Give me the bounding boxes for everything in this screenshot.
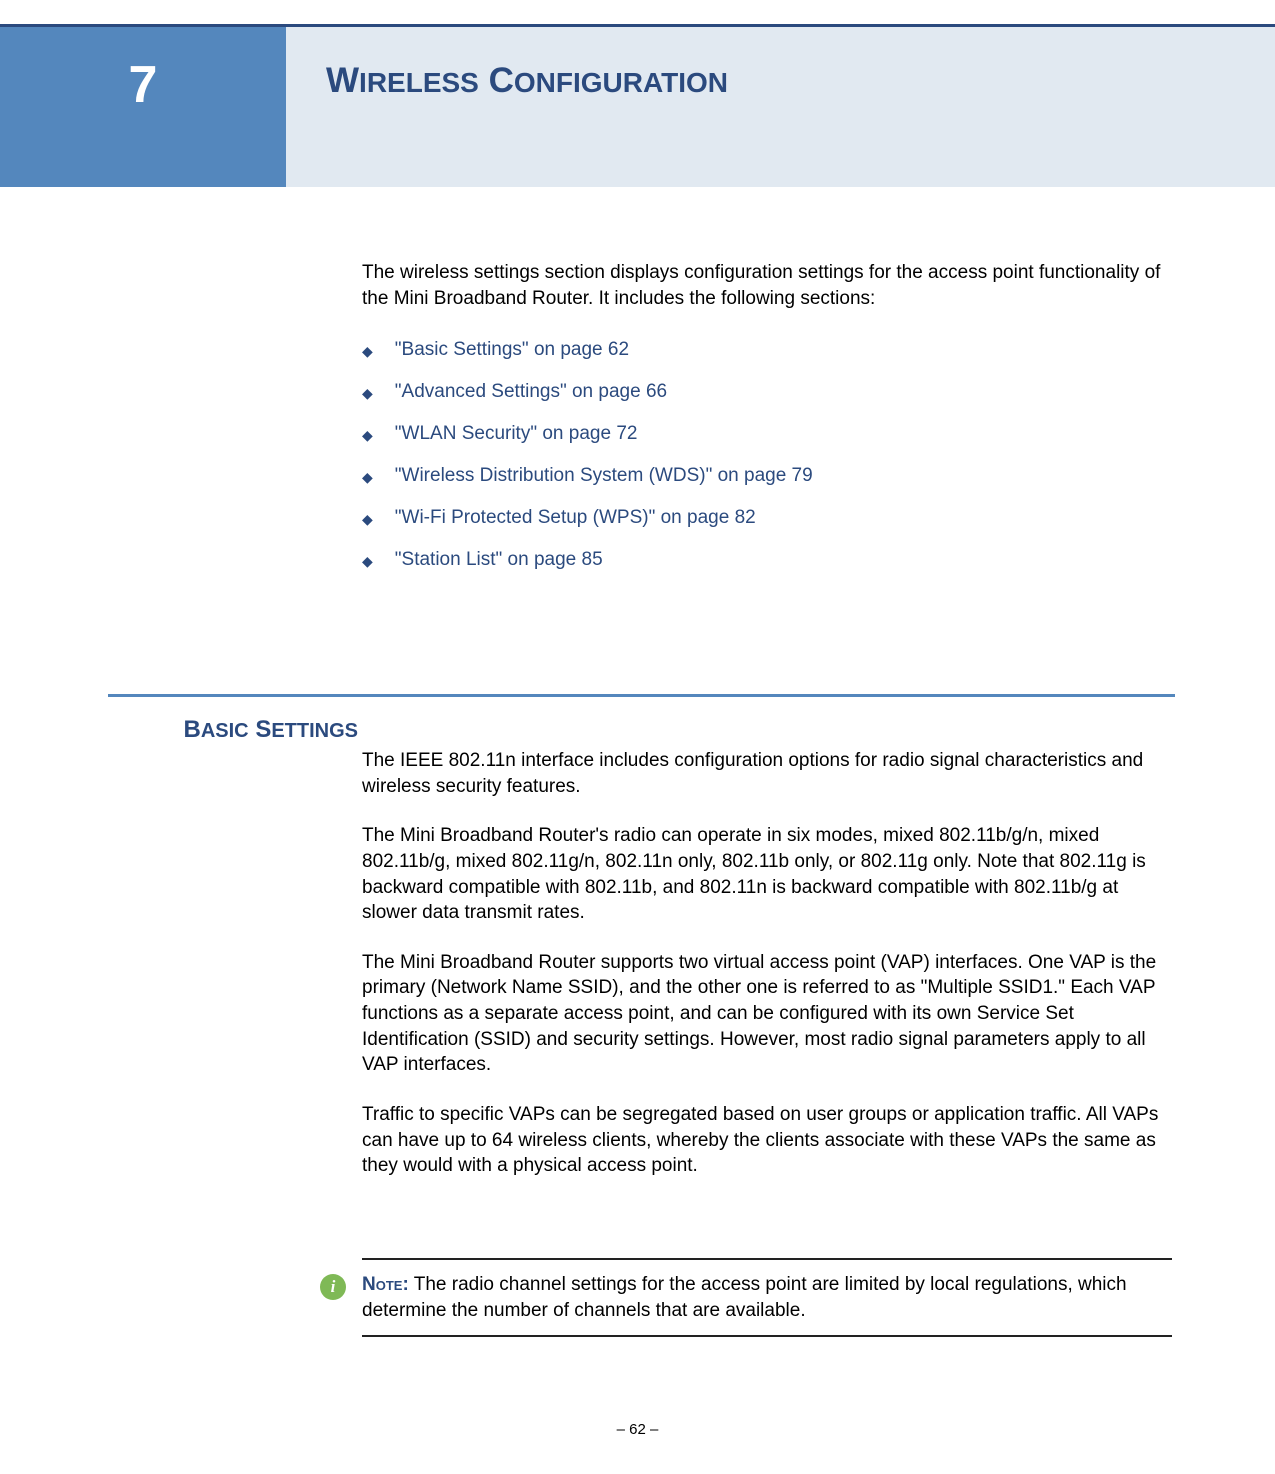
title-w1-rest: IRELESS (359, 67, 479, 98)
section-divider (108, 694, 1175, 697)
note-rule-top (362, 1258, 1172, 1260)
xref-link[interactable]: "Advanced Settings" on page 66 (395, 381, 667, 403)
heading-w1-cap: B (184, 716, 201, 743)
note-row: i Note: The radio channel settings for t… (320, 1272, 1172, 1323)
chapter-number: 7 (129, 55, 158, 115)
heading-w2-cap: S (255, 716, 271, 743)
note-label: Note: (362, 1274, 409, 1295)
section-heading: BASIC SETTINGS (108, 716, 358, 744)
bullet-icon: ◆ (362, 427, 373, 444)
chapter-title: WIRELESS CONFIGURATION (326, 61, 728, 101)
section-content: The IEEE 802.11n interface includes conf… (362, 748, 1172, 1203)
body-paragraph: The Mini Broadband Router's radio can op… (362, 823, 1172, 926)
heading-w1-rest: ASIC (201, 720, 249, 742)
link-list: ◆ "Basic Settings" on page 62 ◆ "Advance… (362, 339, 1172, 571)
xref-link[interactable]: "Wi-Fi Protected Setup (WPS)" on page 82 (395, 507, 756, 529)
content-area: The wireless settings section displays c… (362, 260, 1172, 591)
intro-paragraph: The wireless settings section displays c… (362, 260, 1172, 311)
title-w2-cap: C (489, 61, 514, 100)
bullet-icon: ◆ (362, 343, 373, 360)
chapter-title-block: WIRELESS CONFIGURATION (286, 27, 1275, 187)
list-item: ◆ "Station List" on page 85 (362, 549, 1172, 571)
title-w1-cap: W (326, 61, 359, 100)
list-item: ◆ "Wi-Fi Protected Setup (WPS)" on page … (362, 507, 1172, 529)
xref-link[interactable]: "Wireless Distribution System (WDS)" on … (395, 465, 813, 487)
bullet-icon: ◆ (362, 511, 373, 528)
chapter-number-block: 7 (0, 27, 286, 187)
page-footer: – 62 – (0, 1421, 1275, 1438)
note-block: i Note: The radio channel settings for t… (320, 1258, 1172, 1337)
note-text: Note: The radio channel settings for the… (362, 1272, 1172, 1323)
info-icon: i (320, 1274, 346, 1300)
xref-link[interactable]: "Basic Settings" on page 62 (395, 339, 629, 361)
bullet-icon: ◆ (362, 385, 373, 402)
list-item: ◆ "WLAN Security" on page 72 (362, 423, 1172, 445)
xref-link[interactable]: "Station List" on page 85 (395, 549, 603, 571)
heading-w2-rest: ETTINGS (271, 720, 358, 742)
list-item: ◆ "Advanced Settings" on page 66 (362, 381, 1172, 403)
body-paragraph: Traffic to specific VAPs can be segregat… (362, 1102, 1172, 1179)
list-item: ◆ "Wireless Distribution System (WDS)" o… (362, 465, 1172, 487)
body-paragraph: The Mini Broadband Router supports two v… (362, 950, 1172, 1078)
list-item: ◆ "Basic Settings" on page 62 (362, 339, 1172, 361)
body-paragraph: The IEEE 802.11n interface includes conf… (362, 748, 1172, 799)
xref-link[interactable]: "WLAN Security" on page 72 (395, 423, 638, 445)
bullet-icon: ◆ (362, 553, 373, 570)
bullet-icon: ◆ (362, 469, 373, 486)
note-rule-bottom (362, 1335, 1172, 1337)
title-w2-rest: ONFIGURATION (514, 67, 728, 98)
section-heading-row: BASIC SETTINGS (108, 716, 358, 744)
note-body: The radio channel settings for the acces… (362, 1274, 1127, 1321)
